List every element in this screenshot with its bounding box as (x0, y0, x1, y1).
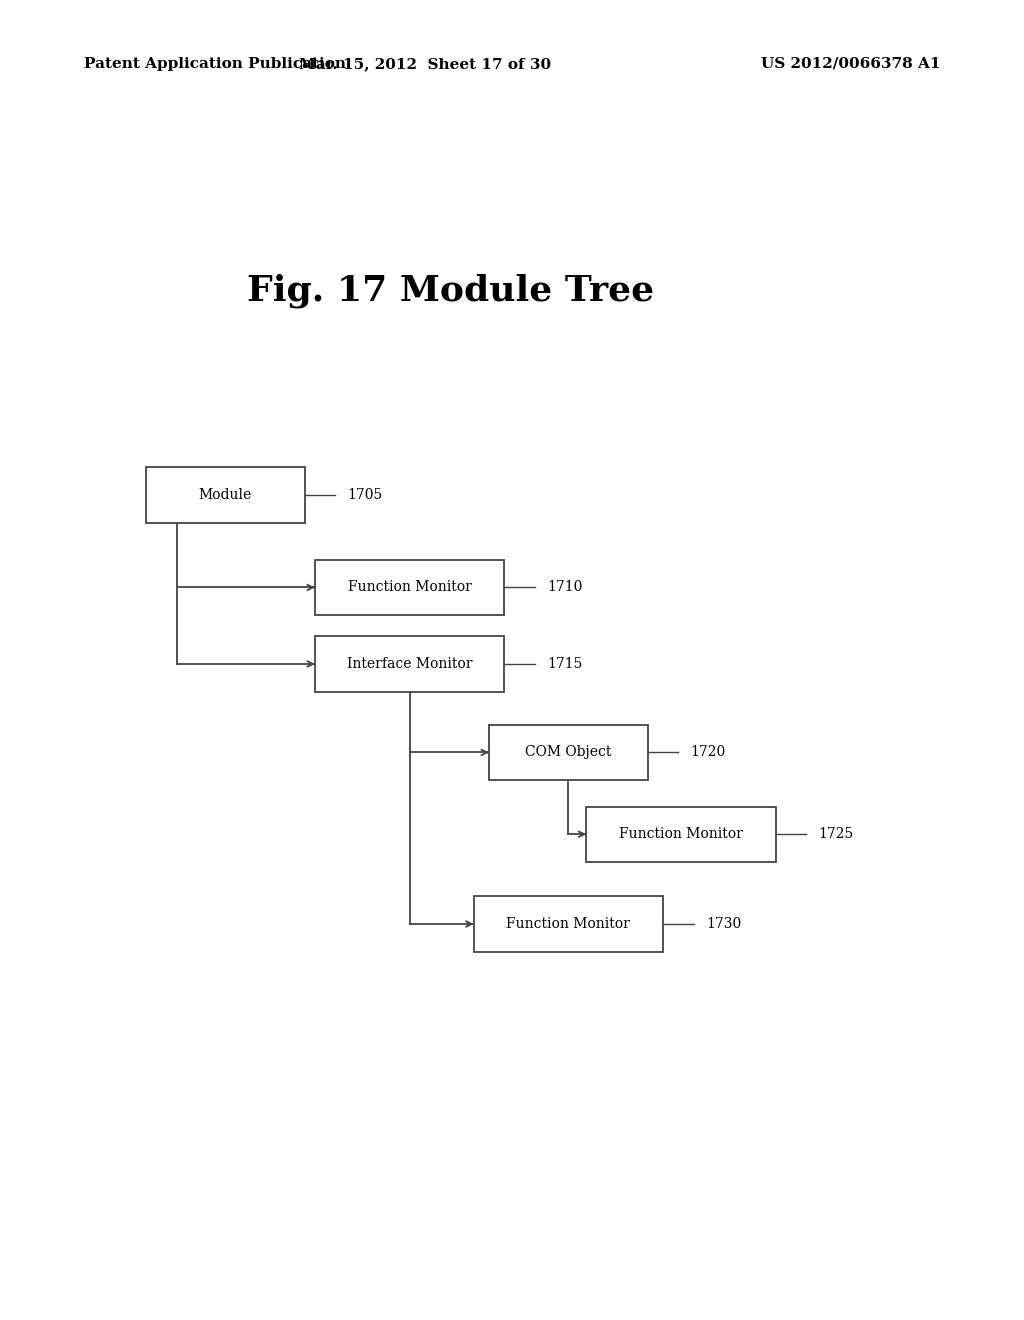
Text: 1730: 1730 (707, 917, 741, 931)
Text: 1715: 1715 (548, 657, 583, 671)
Text: US 2012/0066378 A1: US 2012/0066378 A1 (761, 57, 940, 71)
Text: Mar. 15, 2012  Sheet 17 of 30: Mar. 15, 2012 Sheet 17 of 30 (299, 57, 551, 71)
Text: 1725: 1725 (819, 828, 854, 841)
FancyBboxPatch shape (315, 560, 504, 615)
Text: Function Monitor: Function Monitor (620, 828, 742, 841)
Text: 1710: 1710 (548, 581, 583, 594)
Text: Fig. 17 Module Tree: Fig. 17 Module Tree (247, 273, 654, 308)
Text: Function Monitor: Function Monitor (348, 581, 471, 594)
Text: Interface Monitor: Interface Monitor (347, 657, 472, 671)
FancyBboxPatch shape (315, 636, 504, 692)
FancyBboxPatch shape (586, 807, 776, 862)
Text: Module: Module (199, 488, 252, 502)
FancyBboxPatch shape (489, 725, 648, 780)
FancyBboxPatch shape (473, 896, 664, 952)
Text: Patent Application Publication: Patent Application Publication (84, 57, 346, 71)
Text: COM Object: COM Object (525, 746, 611, 759)
Text: 1720: 1720 (691, 746, 726, 759)
FancyBboxPatch shape (146, 467, 305, 523)
Text: Function Monitor: Function Monitor (507, 917, 630, 931)
Text: 1705: 1705 (348, 488, 383, 502)
